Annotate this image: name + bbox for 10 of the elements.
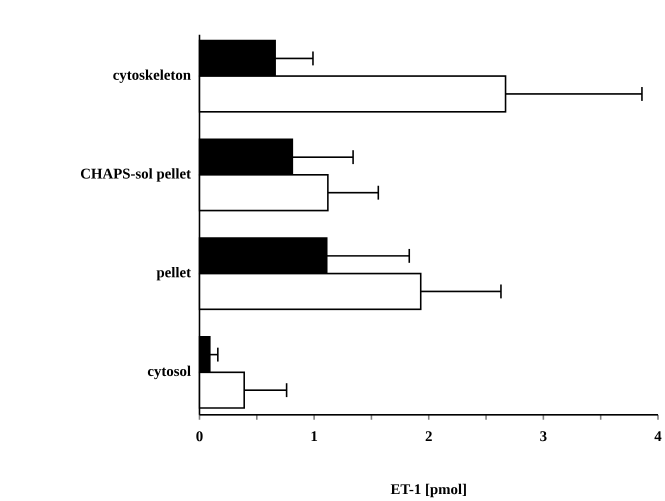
y-tick-label: pellet [156, 267, 191, 281]
x-tick-label: 2 [426, 431, 432, 442]
y-tick-label: cytoskeleton [113, 70, 191, 84]
x-axis-title: ET-1 [pmol] [390, 484, 466, 498]
y-tick-label: cytosol [148, 366, 191, 380]
x-tick-label: 1 [312, 431, 318, 442]
x-tick-label: 3 [540, 431, 547, 442]
x-tick-label: 0 [196, 431, 203, 442]
y-tick-label: CHAPS-sol pellet [80, 168, 191, 182]
x-tick-label: 4 [654, 431, 662, 442]
